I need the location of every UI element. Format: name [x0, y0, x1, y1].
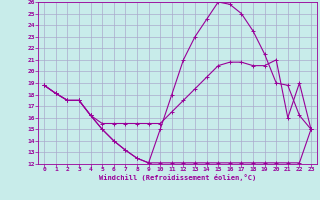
X-axis label: Windchill (Refroidissement éolien,°C): Windchill (Refroidissement éolien,°C) — [99, 174, 256, 181]
